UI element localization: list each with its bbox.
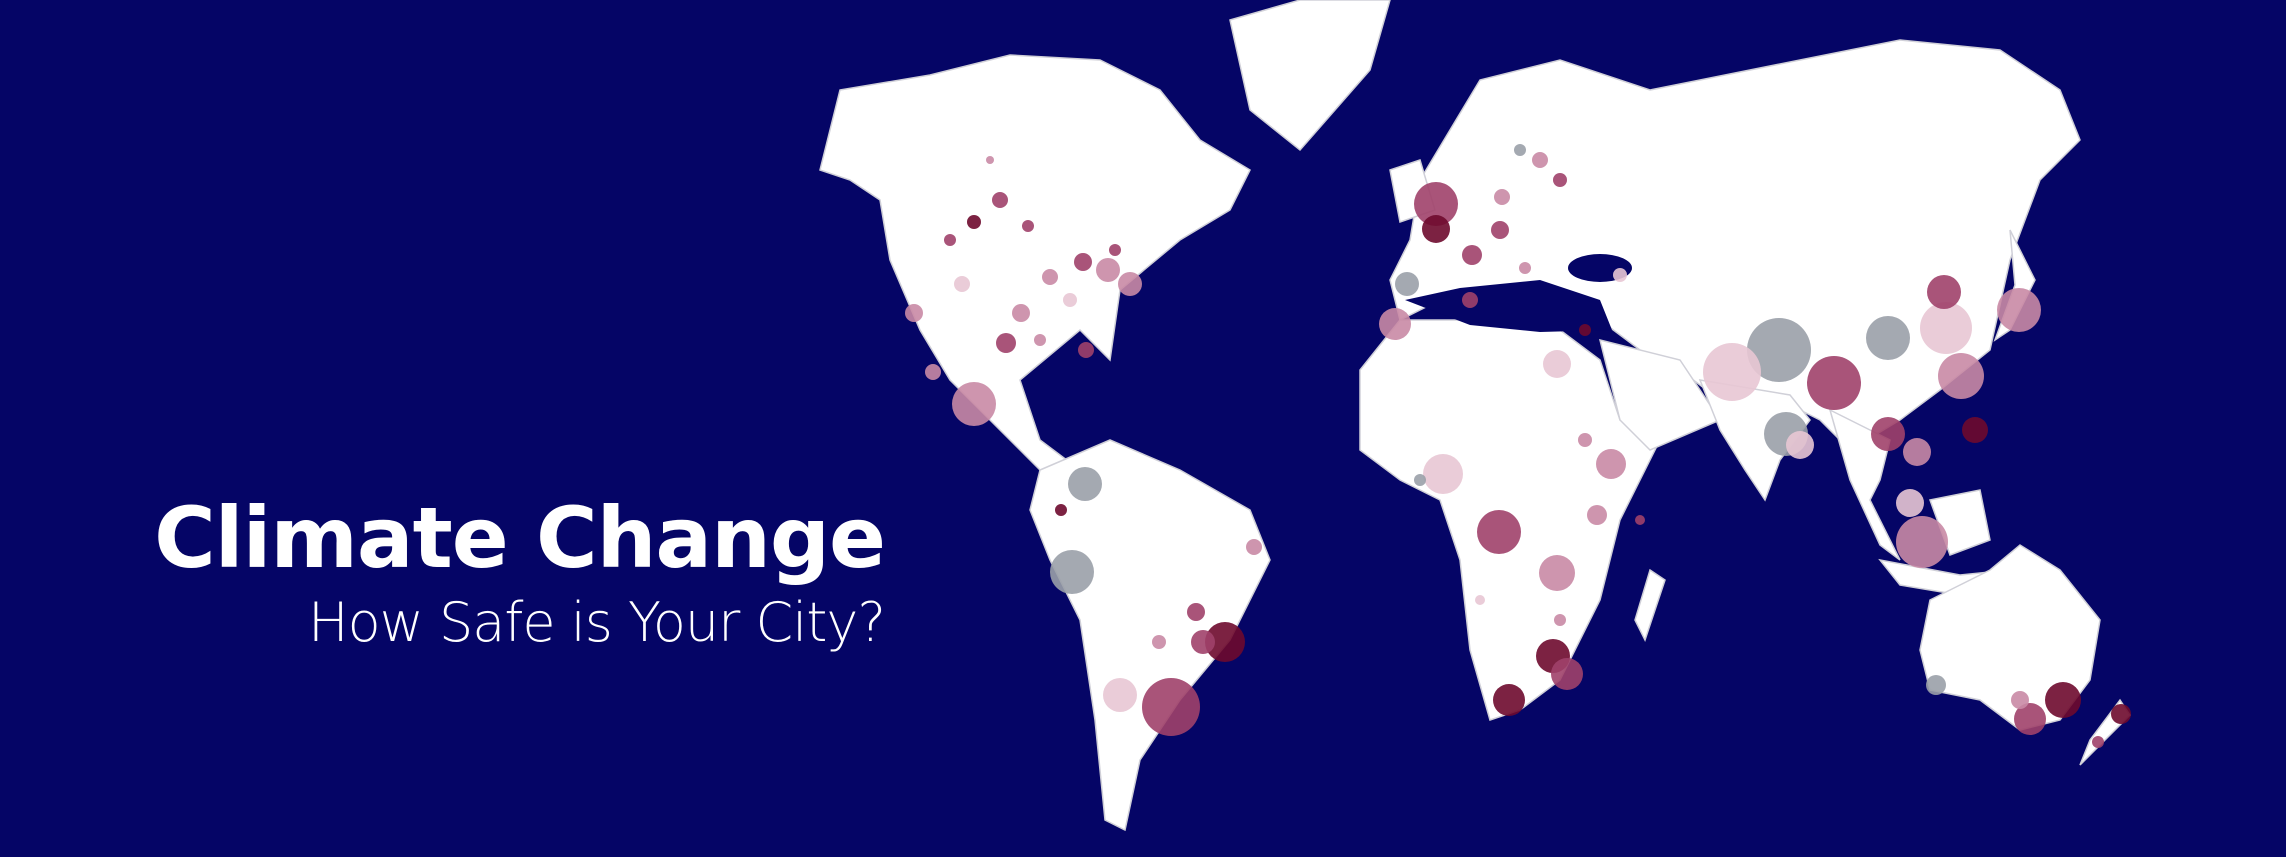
city-marker [992,192,1008,208]
city-markers [905,144,2131,748]
city-marker [1578,433,1592,447]
city-marker [1997,288,2041,332]
city-marker [1477,510,1521,554]
madagascar [1634,568,1666,642]
city-marker [1786,431,1814,459]
city-marker [1920,302,1972,354]
city-marker [1414,182,1458,226]
mediterranean-sea [1405,280,1612,332]
greenland [1229,0,1391,152]
city-marker [1927,275,1961,309]
city-marker [1423,454,1463,494]
city-marker [1866,316,1910,360]
city-marker [1493,684,1525,716]
city-marker [1532,152,1548,168]
city-marker [2011,691,2029,709]
city-marker [1462,292,1478,308]
city-marker [1553,173,1567,187]
city-marker [944,234,956,246]
city-marker [1554,614,1566,626]
city-marker [2014,703,2046,735]
city-marker [1938,353,1984,399]
city-marker [1926,675,1946,695]
city-marker [1042,269,1058,285]
city-marker [1074,253,1092,271]
city-marker [952,382,996,426]
city-marker [1747,318,1811,382]
title-block: Climate Change How Safe is Your City? [40,488,886,658]
city-marker [1543,350,1571,378]
city-marker [1246,539,1262,555]
city-marker [1034,334,1046,346]
city-marker [1596,449,1626,479]
city-marker [1191,630,1215,654]
city-marker [925,364,941,380]
city-marker [1635,515,1645,525]
city-marker [1414,474,1426,486]
city-marker [1896,516,1948,568]
city-marker [1551,658,1583,690]
city-marker [1491,221,1509,239]
city-marker [1096,258,1120,282]
city-marker [996,333,1016,353]
city-marker [1703,343,1761,401]
city-marker [967,215,981,229]
city-marker [1903,438,1931,466]
city-marker [1187,603,1205,621]
city-marker [1613,268,1627,282]
city-marker [2092,736,2104,748]
arabia [1598,338,1722,451]
city-marker [1579,324,1591,336]
city-marker [1118,272,1142,296]
city-marker [1462,245,1482,265]
city-marker [1063,293,1077,307]
city-marker [1055,504,1067,516]
city-marker [1871,417,1905,451]
india [1698,379,1811,502]
city-marker [2111,704,2131,724]
city-marker [1142,678,1200,736]
city-marker [1068,467,1102,501]
city-marker [1152,635,1166,649]
city-marker [1012,304,1030,322]
city-marker [1494,189,1510,205]
city-marker [1514,144,1526,156]
city-marker [1103,678,1137,712]
city-marker [1539,555,1575,591]
city-marker [1395,272,1419,296]
city-marker [1587,505,1607,525]
city-marker [954,276,970,292]
city-marker [1962,417,1988,443]
city-marker [905,304,923,322]
banner-title: Climate Change [154,489,886,587]
city-marker [1807,356,1861,410]
land-masses [819,0,2131,832]
city-marker [1109,244,1121,256]
city-marker [1078,342,1094,358]
city-marker [1475,595,1485,605]
city-marker [1050,550,1094,594]
north-america [819,54,1251,492]
city-marker [1205,622,1245,662]
city-marker [986,156,994,164]
city-marker [1379,308,1411,340]
city-marker [1022,220,1034,232]
city-marker [1519,262,1531,274]
city-marker [1422,215,1450,243]
city-marker [1896,489,1924,517]
banner-subtitle: How Safe is Your City? [308,591,886,654]
city-marker [2045,682,2081,718]
